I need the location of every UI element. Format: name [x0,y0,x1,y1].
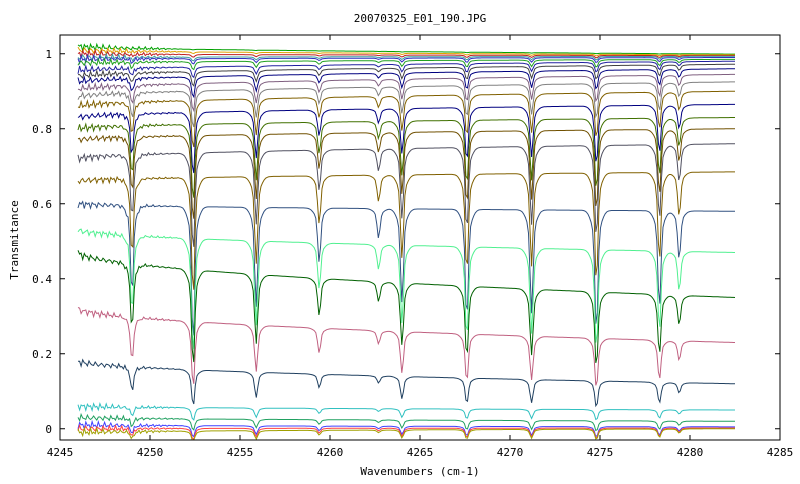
series-line [78,358,736,408]
y-tick-label: 0.8 [32,123,52,136]
series-line [77,228,735,349]
chart-title: 20070325_E01_190.JPG [354,12,486,25]
x-tick-label: 4275 [587,446,614,459]
series-line [77,103,735,174]
series-line [77,57,735,71]
series-line [77,60,735,79]
series-line [77,53,735,65]
y-tick-label: 0.4 [32,273,52,286]
x-tick-label: 4270 [497,446,524,459]
series-line [77,307,735,386]
x-tick-label: 4260 [317,446,344,459]
series-line [77,250,736,364]
x-tick-label: 4250 [137,446,164,459]
series-line [77,171,735,290]
series-line [77,52,735,63]
series-line [77,419,735,438]
axes-layer: 4245 4250 4255 4260 4265 4270 4275 4280 4285 0 0.2… [32,34,794,459]
series-line [77,128,735,219]
series-line [77,42,735,55]
series-layer [77,42,736,441]
series-line [77,90,735,148]
series-line [77,143,735,247]
series-line [78,63,735,87]
series-line [77,401,735,421]
x-axis-label: Wavenumbers (cm-1) [360,465,479,478]
series-line [77,81,735,128]
x-tick-label: 4255 [227,446,254,459]
x-tick-label: 4285 [767,446,794,459]
series-line [77,68,735,99]
series-line [77,423,735,441]
y-tick-label: 0 [45,423,52,436]
y-tick-label: 0.2 [32,348,52,361]
series-line [77,73,735,113]
x-tick-label: 4280 [677,446,704,459]
x-tick-label: 4245 [47,446,74,459]
y-tick-label: 0.6 [32,198,52,211]
y-tick-label: 1 [45,48,52,61]
series-line [77,46,735,57]
series-line [77,200,736,336]
y-axis-label: Transmitance [8,200,21,279]
series-line [77,426,735,441]
series-line [77,48,735,60]
series-line [77,412,736,432]
x-tick-label: 4265 [407,446,434,459]
series-line [77,117,735,198]
